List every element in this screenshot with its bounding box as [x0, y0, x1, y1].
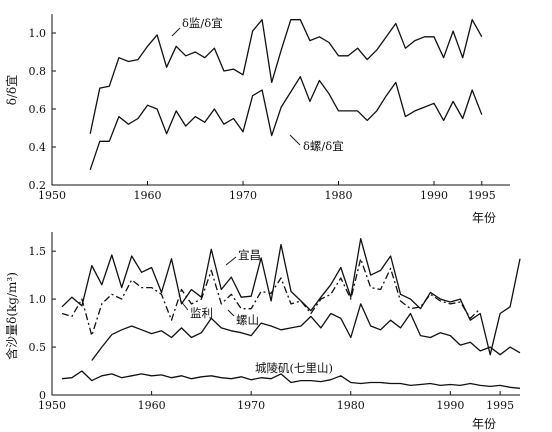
- bottom-x-ticks: 1950 1960 1970 1980 1990 1995: [38, 391, 514, 412]
- bottom-y-ticks: 0 0.5 1.0 1.5: [29, 245, 56, 402]
- bottom-annotation-jianli: 监利: [190, 306, 213, 320]
- series-line-0-1: [89, 76, 483, 171]
- y-tick-label: 0.5: [29, 341, 47, 354]
- y-tick-label: 1.5: [29, 245, 47, 258]
- top-annotation-luoshan-leader: [289, 134, 301, 146]
- x-tick-label: 1980: [325, 189, 353, 202]
- y-tick-label: 1.0: [29, 27, 47, 40]
- bottom-annotation-luoshan-leader: [227, 309, 235, 317]
- bottom-annotation-luoshan: 螺山: [236, 313, 259, 327]
- bottom-y-axis-label: 含沙量δ(kg/m³): [4, 272, 19, 360]
- x-tick-label: 1950: [38, 189, 66, 202]
- top-y-ticks: 0.2 0.4 0.6 0.8 1.0: [29, 27, 56, 192]
- series-line-0-0: [89, 19, 483, 134]
- top-annotation-jianli-leader: [171, 27, 181, 37]
- top-annotation-jianli: δ监/δ宜: [182, 16, 223, 30]
- x-tick-label: 1960: [138, 399, 166, 412]
- x-tick-label: 1960: [134, 189, 162, 202]
- series-line-1-1: [61, 258, 481, 337]
- x-tick-label: 1990: [420, 189, 448, 202]
- bottom-chart: 1950 1960 1970 1980 1990 1995 0 0.5 1.0 1.5 含沙量δ…: [4, 232, 521, 431]
- top-x-axis-label: 年份: [472, 211, 496, 225]
- series-line-1-3: [61, 370, 521, 389]
- series-line-1-2: [91, 303, 521, 361]
- series-line-1-0: [61, 238, 521, 356]
- y-tick-label: 0.8: [29, 65, 47, 78]
- x-tick-label: 1995: [486, 399, 514, 412]
- top-chart: 1950 1960 1970 1980 1990 1995 0.2 0.4 0.6 0.8 1.0…: [4, 14, 510, 225]
- x-tick-label: 1995: [468, 189, 496, 202]
- x-tick-label: 1950: [38, 399, 66, 412]
- top-chart-axes: [51, 14, 510, 186]
- bottom-annotation-chenglingji: 城陵矶(七里山): [255, 361, 333, 375]
- bottom-annotation-yichang-leader: [225, 256, 237, 266]
- bottom-x-axis-label: 年份: [472, 417, 496, 431]
- y-tick-label: 0.4: [29, 141, 47, 154]
- y-tick-label: 0.2: [29, 179, 47, 192]
- bottom-annotation-yichang: 宜昌: [238, 248, 261, 262]
- x-tick-label: 1990: [436, 399, 464, 412]
- bottom-series-group: [61, 238, 521, 389]
- bottom-annotation-jianli-leader: [179, 299, 189, 311]
- top-y-axis-label: δ/δ宜: [4, 75, 19, 106]
- x-tick-label: 1980: [337, 399, 365, 412]
- y-tick-label: 1.0: [29, 293, 47, 306]
- x-tick-label: 1970: [237, 399, 265, 412]
- top-annotation-luoshan: δ螺/δ宜: [303, 139, 344, 153]
- top-series-group: [89, 19, 483, 171]
- y-tick-label: 0.6: [29, 103, 47, 116]
- top-x-ticks: 1950 1960 1970 1980 1990 1995: [38, 181, 496, 202]
- y-tick-label: 0: [39, 389, 46, 402]
- x-tick-label: 1970: [229, 189, 257, 202]
